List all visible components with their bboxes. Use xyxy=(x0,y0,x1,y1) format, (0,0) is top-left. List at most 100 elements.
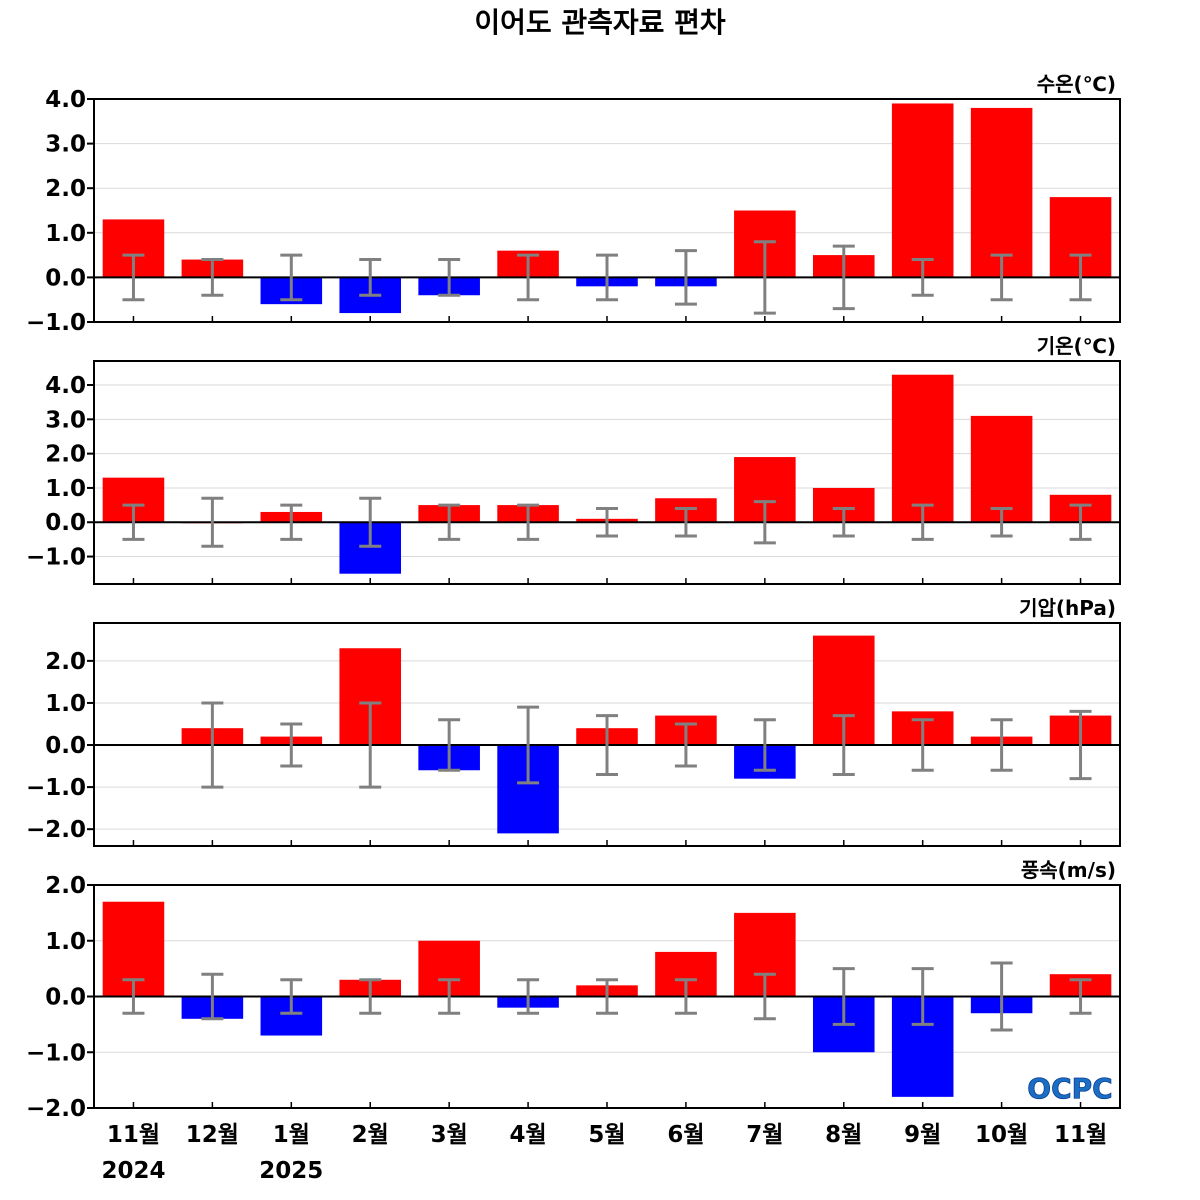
error-bar xyxy=(911,718,934,772)
error-bar xyxy=(359,701,382,789)
error-bar xyxy=(753,718,776,772)
error-bar xyxy=(753,240,776,315)
month-label: 11월 xyxy=(107,1122,160,1148)
error-bar xyxy=(280,503,303,541)
month-label: 11월 xyxy=(1054,1122,1107,1148)
error-bar xyxy=(990,507,1013,538)
ocpc-logo: OCPC xyxy=(1027,1072,1113,1106)
error-bar xyxy=(280,253,303,302)
error-bar xyxy=(201,701,224,789)
error-bar xyxy=(596,978,618,1015)
error-bar xyxy=(753,972,776,1021)
month-label: 10월 xyxy=(975,1122,1028,1148)
y-tick-label: 2.0 xyxy=(45,176,86,202)
panel-unit-label: 기온(℃) xyxy=(1037,334,1116,358)
error-bar xyxy=(596,714,618,776)
error-bar xyxy=(832,967,855,1026)
error-bar xyxy=(753,500,776,545)
panel-unit-label: 풍속(m/s) xyxy=(1021,858,1116,882)
error-bar xyxy=(1069,709,1092,781)
error-bar xyxy=(122,253,145,302)
y-tick-label: 2.0 xyxy=(45,873,86,899)
y-tick-label: 1.0 xyxy=(45,476,86,502)
y-tick-label: 3.0 xyxy=(45,132,86,158)
error-bar xyxy=(674,722,697,768)
error-bar xyxy=(911,967,934,1026)
y-tick-label: 2.0 xyxy=(45,649,86,675)
month-label: 12월 xyxy=(186,1122,239,1148)
logo-text: OCPC xyxy=(1027,1072,1112,1105)
panel-unit-label: 기압(hPa) xyxy=(1019,596,1116,620)
error-bar xyxy=(280,978,303,1015)
month-label: 4월 xyxy=(509,1122,546,1148)
bar xyxy=(891,103,954,278)
panel-3: −2.0 −1.0 0.0 1.0 2.0 기압(hPa) xyxy=(26,596,1121,847)
error-bar xyxy=(438,978,461,1015)
error-bar xyxy=(832,244,855,311)
bar xyxy=(891,374,954,523)
error-bar xyxy=(1069,978,1092,1015)
error-bar xyxy=(832,507,855,538)
panel-2: −1.0 0.0 1.0 2.0 3.0 4.0 기온(℃) xyxy=(26,334,1121,585)
month-label: 3월 xyxy=(431,1122,468,1148)
y-tick-label: 0.0 xyxy=(45,510,86,536)
error-bar xyxy=(674,249,697,306)
error-bar xyxy=(517,253,540,302)
y-tick-label: 1.0 xyxy=(45,691,86,717)
y-tick-label: −1.0 xyxy=(26,545,86,571)
month-label: 7월 xyxy=(746,1122,783,1148)
error-bar xyxy=(438,718,461,772)
error-bar xyxy=(517,705,540,785)
error-bar xyxy=(596,507,618,538)
error-bar xyxy=(359,258,382,297)
y-tick-label: 0.0 xyxy=(45,985,86,1011)
panel-unit-label: 수온(℃) xyxy=(1037,72,1116,96)
error-bar xyxy=(911,258,934,297)
bar xyxy=(970,107,1033,278)
error-bar xyxy=(122,978,145,1015)
month-label: 5월 xyxy=(588,1122,625,1148)
month-label: 6월 xyxy=(667,1122,704,1148)
y-tick-label: 4.0 xyxy=(45,373,86,399)
chart-panels: −1.0 0.0 1.0 2.0 3.0 4.0 수온(℃) −1.0 0.0 1.0 2.0 3.0… xyxy=(26,72,1121,1122)
y-tick-label: 1.0 xyxy=(45,929,86,955)
error-bar xyxy=(122,503,145,541)
error-bar xyxy=(280,722,303,768)
error-bar xyxy=(201,258,224,297)
error-bar xyxy=(517,978,540,1015)
month-label: 9월 xyxy=(904,1122,941,1148)
error-bar xyxy=(438,258,461,297)
error-bar xyxy=(674,978,697,1015)
month-label: 1월 xyxy=(273,1122,310,1148)
panel-1: −1.0 0.0 1.0 2.0 3.0 4.0 수온(℃) xyxy=(26,72,1121,336)
y-tick-label: −2.0 xyxy=(26,817,86,843)
error-bar xyxy=(674,507,697,538)
x-axis-labels: 11월 12월 1월 2월 3월 4월 5월 6월 7월 8월 9월 10월 11월 2024 2025 xyxy=(101,1122,1107,1184)
error-bar xyxy=(1069,253,1092,302)
error-bar xyxy=(201,972,224,1021)
year-label: 2024 xyxy=(101,1158,165,1184)
bar xyxy=(970,415,1033,523)
y-tick-label: 2.0 xyxy=(45,442,86,468)
panel-frame xyxy=(93,360,1121,585)
error-bar xyxy=(990,961,1013,1032)
error-bar xyxy=(596,253,618,302)
error-bar xyxy=(1069,503,1092,541)
y-tick-label: 1.0 xyxy=(45,221,86,247)
y-tick-label: 3.0 xyxy=(45,407,86,433)
y-tick-label: 0.0 xyxy=(45,265,86,291)
y-tick-label: −1.0 xyxy=(26,775,86,801)
error-bar xyxy=(990,718,1013,772)
year-label: 2025 xyxy=(259,1158,323,1184)
y-tick-label: 4.0 xyxy=(45,87,86,113)
error-bar xyxy=(517,503,540,541)
error-bar xyxy=(911,503,934,541)
error-bar xyxy=(832,714,855,776)
error-bar xyxy=(438,503,461,541)
y-tick-label: −1.0 xyxy=(26,310,86,336)
month-label: 8월 xyxy=(825,1122,862,1148)
error-bar xyxy=(990,253,1013,302)
figure-title: 이어도 관측자료 편차 xyxy=(474,6,726,39)
y-tick-label: 0.0 xyxy=(45,733,86,759)
